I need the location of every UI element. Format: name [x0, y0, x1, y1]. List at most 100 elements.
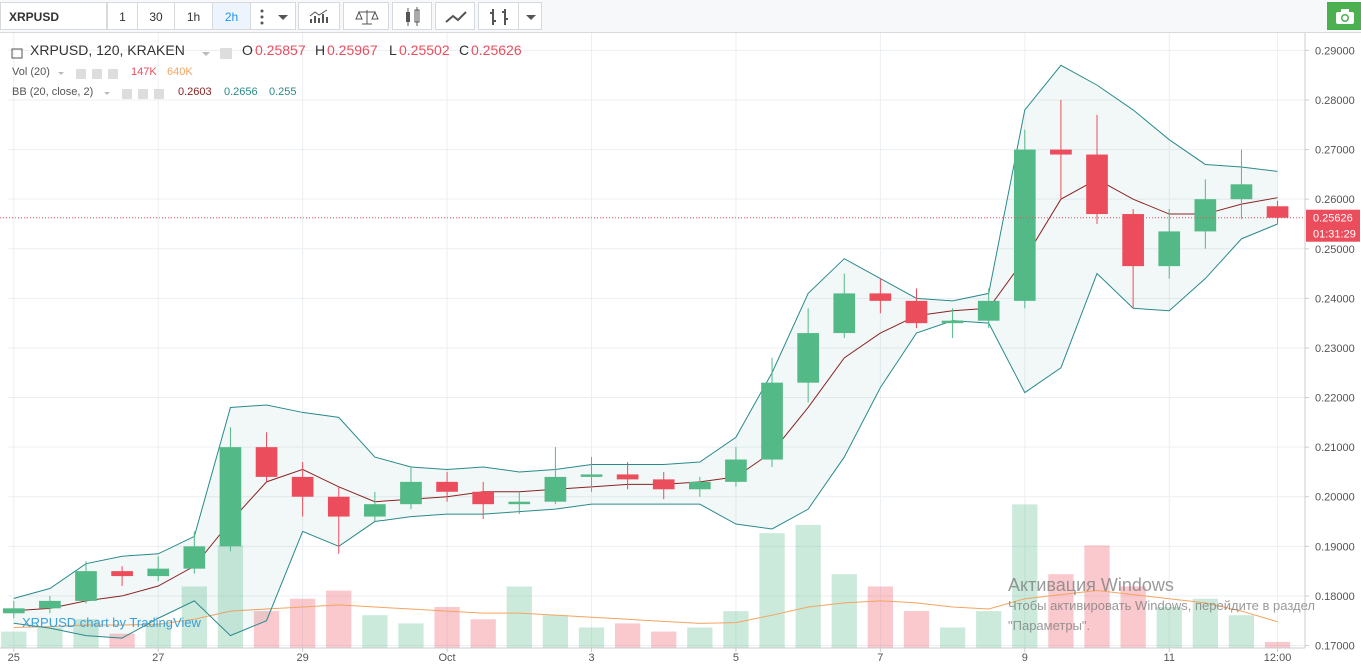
y-tick-label: 0.28000 — [1315, 95, 1355, 107]
volume-bar — [1192, 598, 1218, 648]
y-tick-label: 0.25000 — [1315, 244, 1355, 256]
volume-bar — [37, 627, 63, 648]
candle-body — [255, 447, 278, 477]
y-tick-label: 0.17000 — [1315, 641, 1355, 653]
candle-body — [941, 320, 964, 324]
indicator-icon[interactable] — [154, 89, 164, 99]
indicator-icon[interactable] — [138, 89, 148, 99]
volume-bar — [687, 627, 713, 648]
bb-upper — [13, 64, 1278, 599]
interval-button[interactable]: 30 — [137, 2, 175, 30]
candle-body — [688, 481, 711, 490]
snapshot-button[interactable] — [1327, 2, 1361, 30]
volume-bar — [1, 631, 27, 648]
volume-bar — [614, 623, 641, 648]
candle-body — [580, 474, 603, 477]
candle-body — [1158, 231, 1181, 267]
volume-bar — [434, 606, 460, 648]
volume-bar — [976, 611, 1002, 648]
candle-body — [436, 481, 458, 492]
volume-ma-line — [13, 590, 1278, 628]
dropdown-icon[interactable] — [202, 52, 210, 56]
toolbar: XRPUSD 1 30 1h 2h — [0, 0, 1361, 33]
bb-lower-value: 0.255 — [269, 86, 297, 98]
settings-icon[interactable] — [220, 48, 232, 59]
symbol-input[interactable]: XRPUSD — [0, 2, 107, 30]
area-button[interactable] — [435, 2, 475, 30]
bars-button[interactable] — [478, 2, 520, 30]
volume-bar — [723, 611, 749, 648]
candles-button[interactable] — [392, 2, 432, 30]
x-tick-label: 12:00 — [1264, 652, 1292, 664]
more-intervals[interactable] — [250, 2, 296, 30]
indicator-icon[interactable] — [76, 69, 86, 79]
volume-value: 147K — [131, 66, 157, 78]
bb-fill — [13, 65, 1278, 639]
volume-legend: Vol (20) — [12, 66, 50, 78]
interval-button[interactable]: 1h — [174, 2, 213, 30]
last-price-tag — [1306, 209, 1360, 242]
legend: XRPUSD, 120, KRAKEN O 0.25857 H 0.25967 … — [11, 42, 522, 630]
candle-body — [616, 474, 639, 480]
ohlc-label: O — [242, 42, 253, 58]
y-tick-label: 0.23000 — [1315, 343, 1355, 355]
candle-body — [291, 476, 314, 497]
volume-bar — [867, 586, 894, 648]
volume-bar — [903, 611, 930, 648]
candle-body — [327, 496, 350, 517]
bb-upper-value: 0.2656 — [224, 86, 258, 98]
volume-bar — [506, 586, 532, 648]
candle-body — [797, 333, 819, 383]
volume-bar — [759, 533, 785, 648]
indicators-button[interactable] — [298, 2, 340, 30]
watermark[interactable]: XRPUSD chart by TradingView — [22, 615, 202, 630]
ohlc-label: C — [459, 42, 469, 58]
candle-body — [39, 600, 61, 609]
x-tick-label: Oct — [439, 652, 456, 664]
volume-bar — [1012, 504, 1038, 648]
ohlc-label: L — [389, 42, 397, 58]
collapse-icon[interactable] — [11, 48, 23, 59]
y-tick-label: 0.18000 — [1315, 591, 1355, 603]
dropdown-icon[interactable] — [58, 72, 64, 75]
interval-button[interactable]: 2h — [212, 2, 251, 30]
volume-bar — [939, 627, 966, 648]
dropdown-icon[interactable] — [104, 92, 110, 95]
last-price-label: 0.25626 — [1313, 213, 1353, 225]
ohlc-value: 0.25857 — [255, 42, 306, 58]
volume-bar — [470, 619, 496, 648]
candle-body — [1266, 206, 1289, 218]
candle-body — [1013, 149, 1036, 301]
compare-button[interactable] — [343, 2, 389, 30]
interval-button[interactable]: 1 — [107, 2, 138, 30]
candle-body — [75, 571, 97, 601]
indicator-icon[interactable] — [92, 69, 102, 79]
background — [0, 33, 1361, 667]
x-tick-label: 3 — [588, 652, 594, 664]
countdown-label: 01:31:29 — [1313, 229, 1356, 241]
volume-bar — [1156, 606, 1182, 648]
candle-body — [652, 479, 675, 490]
y-tick-label: 0.29000 — [1315, 45, 1355, 57]
candle-body — [725, 459, 747, 482]
x-tick-label: 11 — [1164, 652, 1175, 664]
x-tick-label: 25 — [8, 652, 20, 664]
candle-body — [472, 491, 495, 505]
volume-ma-value: 640K — [167, 66, 193, 78]
y-tick-label: 0.20000 — [1315, 492, 1355, 504]
chart-title: XRPUSD, 120, KRAKEN — [30, 42, 185, 58]
candle-body — [1194, 199, 1217, 232]
indicator-icon[interactable] — [122, 89, 132, 99]
x-tick-label: 27 — [152, 652, 164, 664]
volume-bar — [1228, 615, 1255, 648]
price-axis — [1305, 33, 1361, 648]
chart-style-menu[interactable] — [518, 2, 542, 30]
indicator-icon[interactable] — [108, 69, 118, 79]
y-tick-label: 0.26000 — [1315, 194, 1355, 206]
candle-body — [833, 293, 856, 334]
x-tick-label: 29 — [297, 652, 309, 664]
volume-bar — [362, 615, 388, 648]
volume-bar — [1264, 641, 1291, 648]
candle-body — [147, 568, 170, 577]
